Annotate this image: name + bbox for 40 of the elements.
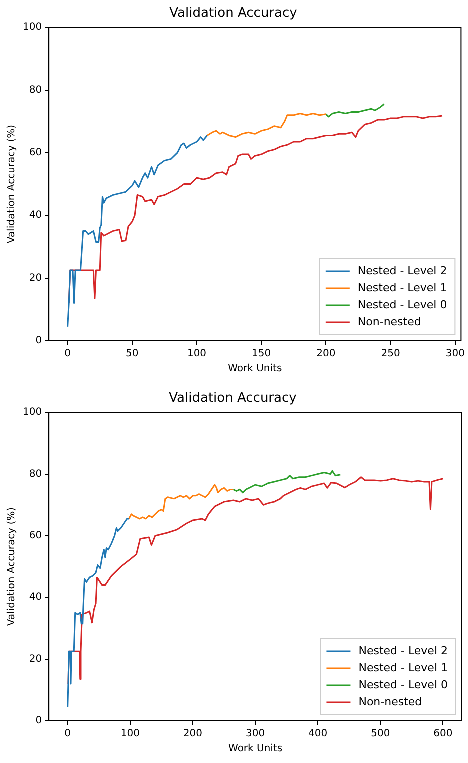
legend-label: Nested - Level 0: [358, 298, 448, 312]
chart-title: Validation Accuracy: [169, 391, 298, 406]
y-tick-label: 0: [36, 336, 42, 347]
x-tick-label: 600: [434, 728, 453, 740]
legend-label: Nested - Level 2: [358, 264, 448, 278]
y-tick-label: 60: [29, 530, 42, 542]
x-tick-label: 300: [446, 348, 465, 360]
y-axis-title: Validation Accuracy (%): [6, 124, 18, 244]
legend-label: Nested - Level 2: [358, 644, 448, 658]
legend-label: Non-nested: [358, 315, 422, 328]
x-tick-label: 0: [64, 348, 72, 360]
y-tick-label: 60: [29, 148, 42, 159]
x-tick-label: 400: [308, 728, 328, 740]
x-tick-label: 250: [381, 348, 400, 360]
x-axis-title: Work Units: [228, 744, 283, 755]
chart-title: Validation Accuracy: [170, 6, 298, 22]
y-tick-label: 40: [29, 210, 42, 222]
y-tick-label: 80: [29, 84, 42, 96]
y-tick-label: 20: [29, 272, 42, 284]
legend-label: Nested - Level 1: [358, 661, 448, 674]
x-tick-label: 300: [246, 728, 266, 740]
y-tick-label: 20: [29, 654, 42, 665]
x-tick-label: 500: [371, 728, 390, 740]
y-tick-label: 100: [22, 22, 42, 34]
x-tick-label: 200: [183, 728, 203, 740]
legend-label: Non-nested: [358, 695, 422, 708]
x-tick-label: 50: [126, 348, 139, 360]
legend-label: Nested - Level 0: [358, 678, 448, 692]
x-axis-title: Work Units: [228, 364, 282, 375]
x-tick-label: 200: [316, 348, 336, 360]
y-tick-label: 40: [29, 592, 42, 604]
x-tick-label: 0: [64, 728, 72, 740]
y-axis-title: Validation Accuracy (%): [6, 507, 18, 626]
legend-label: Nested - Level 1: [358, 281, 448, 294]
y-tick-label: 0: [36, 716, 42, 727]
y-tick-label: 100: [22, 407, 42, 418]
x-tick-label: 150: [252, 348, 272, 360]
x-tick-label: 100: [120, 728, 140, 740]
x-tick-label: 100: [187, 348, 207, 360]
y-tick-label: 80: [29, 468, 42, 480]
